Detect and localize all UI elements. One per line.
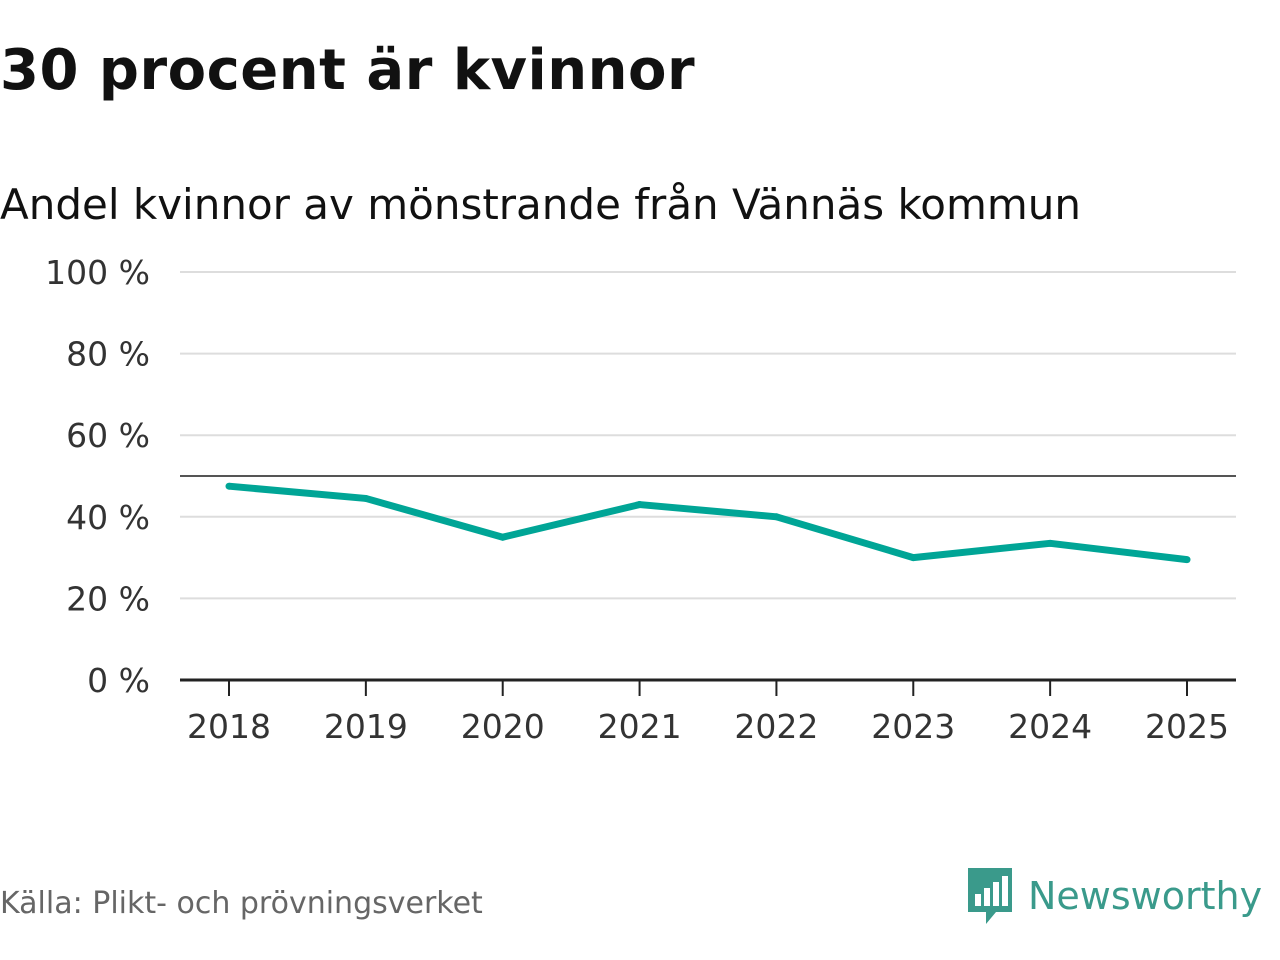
y-tick-label-20: 20 % bbox=[66, 579, 150, 618]
x-tick-label-2021: 2021 bbox=[598, 707, 682, 746]
source-note: Källa: Plikt- och prövningsverket bbox=[0, 886, 483, 921]
y-tick-label-60: 60 % bbox=[66, 416, 150, 455]
x-tick-label-2022: 2022 bbox=[734, 707, 818, 746]
x-tick-label-2020: 2020 bbox=[461, 707, 545, 746]
y-tick-label-80: 80 % bbox=[66, 335, 150, 374]
data-point-2018 bbox=[225, 482, 233, 490]
y-tick-label-40: 40 % bbox=[66, 498, 150, 537]
data-point-2024 bbox=[1046, 539, 1054, 547]
gridlines bbox=[180, 271, 1236, 600]
data-point-2025 bbox=[1183, 556, 1191, 564]
brand-logo: Newsworthy bbox=[964, 864, 1262, 928]
x-tick-label-2025: 2025 bbox=[1145, 707, 1229, 746]
data-point-2020 bbox=[499, 533, 507, 541]
data-point-2023 bbox=[909, 554, 917, 562]
brand-name: Newsworthy bbox=[1028, 874, 1263, 918]
y-axis-labels: 0 % 20 % 40 % 60 % 80 % 100 % bbox=[45, 253, 150, 700]
series-line-0 bbox=[228, 482, 1188, 564]
chart-subtitle: Andel kvinnor av mönstrande från Vännäs … bbox=[0, 180, 1082, 229]
axes bbox=[180, 678, 1236, 696]
data-point-2022 bbox=[772, 513, 780, 521]
series-group bbox=[225, 482, 1191, 564]
chart-title: 30 procent är kvinnor bbox=[0, 38, 696, 103]
y-tick-label-100: 100 % bbox=[45, 253, 150, 292]
y-tick-label-0: 0 % bbox=[87, 661, 150, 700]
speech-bubble-bar-chart-icon bbox=[968, 868, 1012, 924]
data-point-2019 bbox=[362, 494, 370, 502]
x-tick-label-2019: 2019 bbox=[324, 707, 408, 746]
x-tick-label-2018: 2018 bbox=[187, 707, 271, 746]
data-point-2021 bbox=[636, 501, 644, 509]
x-axis-labels: 2018 2019 2020 2021 2022 2023 2024 2025 bbox=[187, 707, 1229, 746]
x-tick-label-2024: 2024 bbox=[1008, 707, 1092, 746]
x-tick-label-2023: 2023 bbox=[871, 707, 955, 746]
